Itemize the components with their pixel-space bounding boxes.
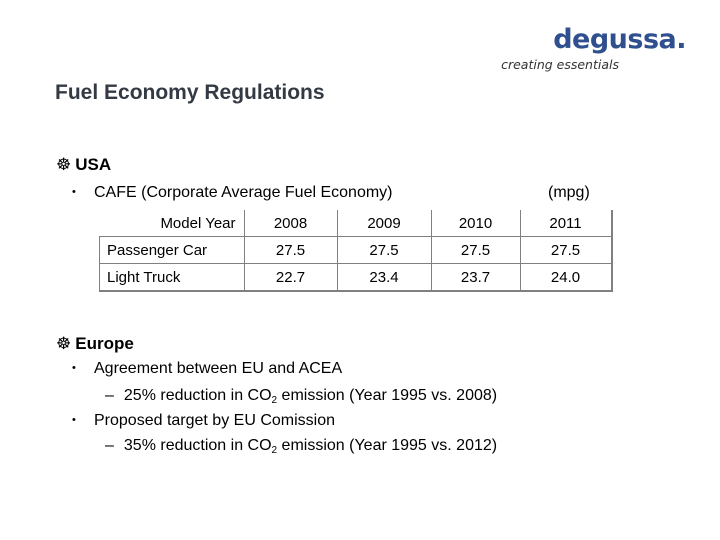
cafe-bullet-text: CAFE (Corporate Average Fuel Economy): [94, 184, 393, 201]
eu-sub-text-pre: 35% reduction in CO: [123, 437, 272, 454]
logo-wordmark: degussa.: [553, 24, 686, 55]
unit-label: (mpg): [548, 184, 590, 201]
row-label: Light Truck: [99, 263, 245, 292]
logo-tagline: creating essentials: [501, 57, 619, 72]
table-header-row: Model Year 2008 2009 2010 2011: [99, 210, 613, 237]
gear-icon: ☸: [56, 334, 72, 353]
table-row: Light Truck 22.7 23.4 23.7 24.0: [99, 263, 613, 292]
table-cell: 24.0: [519, 263, 613, 292]
acea-sub-text-post: emission (Year 1995 vs. 2008): [277, 387, 498, 404]
year-header: 2011: [519, 210, 613, 237]
corner-header: Model Year: [99, 210, 245, 237]
table-cell: 23.7: [430, 263, 521, 292]
eu-target-bullet: • Proposed target by EU Comission: [72, 412, 335, 430]
co2-subscript: 2: [271, 395, 278, 406]
slide-title: Fuel Economy Regulations: [55, 81, 325, 104]
table-cell: 23.4: [336, 263, 432, 292]
dash-icon: –: [105, 387, 114, 404]
europe-heading: ☸ Europe: [56, 334, 134, 354]
year-header: 2010: [430, 210, 521, 237]
bullet-dot-icon: •: [72, 362, 76, 374]
table-cell: 27.5: [519, 236, 613, 264]
co2-subscript: 2: [271, 445, 278, 456]
acea-bullet: • Agreement between EU and ACEA: [72, 360, 342, 378]
table-cell: 27.5: [336, 236, 432, 264]
cafe-table: Model Year 2008 2009 2010 2011 Passenger…: [99, 210, 613, 292]
cafe-bullet: • CAFE (Corporate Average Fuel Economy): [72, 184, 393, 202]
table-cell: 22.7: [243, 263, 338, 292]
bullet-dot-icon: •: [72, 186, 76, 198]
eu-sub-text-post: emission (Year 1995 vs. 2012): [277, 437, 498, 454]
acea-bullet-text: Agreement between EU and ACEA: [94, 360, 343, 377]
table-cell: 27.5: [243, 236, 338, 264]
acea-sub-text-pre: 25% reduction in CO: [123, 387, 272, 404]
degussa-logo: degussa. creating essentials: [501, 24, 686, 73]
acea-sub-bullet: –25% reduction in CO2 emission (Year 199…: [105, 387, 498, 406]
table-row: Passenger Car 27.5 27.5 27.5 27.5: [99, 236, 613, 264]
gear-icon: ☸: [56, 155, 72, 174]
year-header: 2008: [243, 210, 338, 237]
year-header: 2009: [336, 210, 432, 237]
europe-heading-label: Europe: [75, 334, 134, 353]
bullet-dot-icon: •: [72, 414, 76, 426]
usa-heading: ☸ USA: [56, 155, 111, 175]
dash-icon: –: [105, 437, 114, 454]
table-cell: 27.5: [430, 236, 521, 264]
eu-target-bullet-text: Proposed target by EU Comission: [94, 412, 335, 429]
usa-heading-label: USA: [75, 155, 112, 174]
eu-target-sub-bullet: –35% reduction in CO2 emission (Year 199…: [105, 437, 498, 456]
row-label: Passenger Car: [99, 236, 245, 264]
